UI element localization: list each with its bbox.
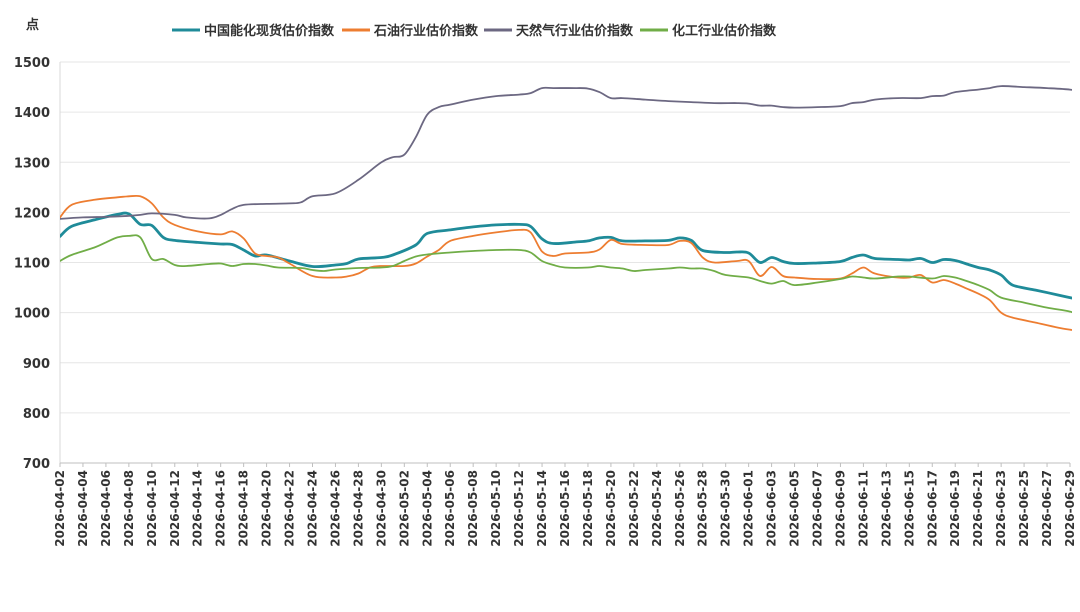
x-tick-label: 2026-06-13 bbox=[879, 470, 893, 547]
y-tick-label: 1000 bbox=[14, 307, 50, 322]
y-tick-label: 1200 bbox=[14, 206, 50, 221]
legend: 中国能化现货估价指数 石油行业估价指数 天然气行业估价指数 化工行业估价指数 bbox=[172, 23, 777, 39]
x-tick-label: 2026-04-18 bbox=[237, 470, 251, 547]
y-tick-label: 1500 bbox=[14, 56, 50, 71]
x-tick-label: 2026-04-06 bbox=[99, 470, 113, 547]
y-tick-label: 900 bbox=[23, 357, 50, 372]
x-tick-label: 2026-05-22 bbox=[627, 470, 641, 547]
x-tick-label: 2026-06-11 bbox=[856, 470, 870, 547]
x-tick-label: 2026-05-12 bbox=[512, 470, 526, 547]
x-axis-tick-labels: 2026-04-02 2026-04-04 2026-04-06 2026-04-08… bbox=[53, 463, 1077, 547]
x-tick-label: 2026-04-20 bbox=[260, 470, 274, 547]
x-tick-label: 2026-05-14 bbox=[535, 470, 549, 547]
x-tick-label: 2026-05-04 bbox=[420, 470, 434, 547]
x-tick-label: 2026-05-18 bbox=[581, 470, 595, 547]
x-tick-label: 2026-04-04 bbox=[76, 470, 90, 547]
x-tick-label: 2026-06-15 bbox=[902, 470, 916, 547]
x-tick-label: 2026-04-02 bbox=[53, 470, 67, 547]
series-line-2 bbox=[60, 85, 1072, 220]
x-tick-label: 2026-05-28 bbox=[696, 470, 710, 547]
y-tick-label: 1400 bbox=[14, 106, 50, 121]
series-lines bbox=[60, 85, 1072, 331]
x-tick-label: 2026-06-21 bbox=[971, 470, 985, 547]
legend-label-1: 石油行业估价指数 bbox=[373, 23, 479, 39]
x-tick-label: 2026-05-20 bbox=[604, 470, 618, 547]
x-tick-label: 2026-05-10 bbox=[489, 470, 503, 547]
x-tick-label: 2026-06-17 bbox=[925, 470, 939, 547]
x-tick-label: 2026-05-08 bbox=[466, 470, 480, 547]
x-tick-label: 2026-04-26 bbox=[328, 470, 342, 547]
x-tick-label: 2026-06-19 bbox=[948, 470, 962, 547]
x-tick-label: 2026-06-01 bbox=[742, 470, 756, 547]
y-tick-label: 1300 bbox=[14, 156, 50, 171]
axes bbox=[59, 62, 1070, 464]
x-tick-label: 2026-05-30 bbox=[719, 470, 733, 547]
series-line-0 bbox=[60, 211, 1072, 300]
series-line-3 bbox=[60, 234, 1072, 314]
x-tick-label: 2026-05-26 bbox=[673, 470, 687, 547]
y-tick-label: 700 bbox=[23, 457, 50, 472]
x-tick-label: 2026-04-16 bbox=[214, 470, 228, 547]
y-tick-label: 800 bbox=[23, 407, 50, 422]
x-tick-label: 2026-06-29 bbox=[1063, 470, 1077, 547]
y-axis-tick-labels: 700 800 900 1000 1100 1200 1300 1400 1500 bbox=[14, 56, 50, 472]
x-tick-label: 2026-06-05 bbox=[788, 470, 802, 547]
x-tick-label: 2026-04-10 bbox=[145, 470, 159, 547]
x-tick-label: 2026-04-12 bbox=[168, 470, 182, 547]
series-line-1 bbox=[60, 194, 1072, 331]
grid-lines bbox=[60, 61, 1070, 414]
legend-label-3: 化工行业估价指数 bbox=[672, 23, 777, 39]
x-tick-label: 2026-04-08 bbox=[122, 470, 136, 547]
x-tick-label: 2026-04-30 bbox=[374, 470, 388, 547]
x-tick-label: 2026-06-03 bbox=[765, 470, 779, 547]
legend-label-2: 天然气行业估价指数 bbox=[516, 23, 634, 39]
x-tick-label: 2026-06-27 bbox=[1040, 470, 1054, 547]
x-tick-label: 2026-05-02 bbox=[397, 470, 411, 547]
x-tick-label: 2026-06-07 bbox=[811, 470, 825, 547]
x-tick-label: 2026-04-14 bbox=[191, 470, 205, 547]
x-tick-label: 2026-05-06 bbox=[443, 470, 457, 547]
x-tick-label: 2026-06-25 bbox=[1017, 470, 1031, 547]
x-tick-label: 2026-06-23 bbox=[994, 470, 1008, 547]
x-tick-label: 2026-05-24 bbox=[650, 470, 664, 547]
x-tick-label: 2026-04-28 bbox=[351, 470, 365, 547]
x-tick-label: 2026-04-24 bbox=[306, 470, 320, 547]
legend-label-0: 中国能化现货估价指数 bbox=[204, 23, 335, 39]
y-tick-label: 1100 bbox=[14, 257, 50, 272]
x-tick-label: 2026-05-16 bbox=[558, 470, 572, 547]
y-axis-unit-label: 点 bbox=[26, 17, 39, 33]
x-tick-label: 2026-06-09 bbox=[833, 470, 847, 547]
x-tick-label: 2026-04-22 bbox=[283, 470, 297, 547]
